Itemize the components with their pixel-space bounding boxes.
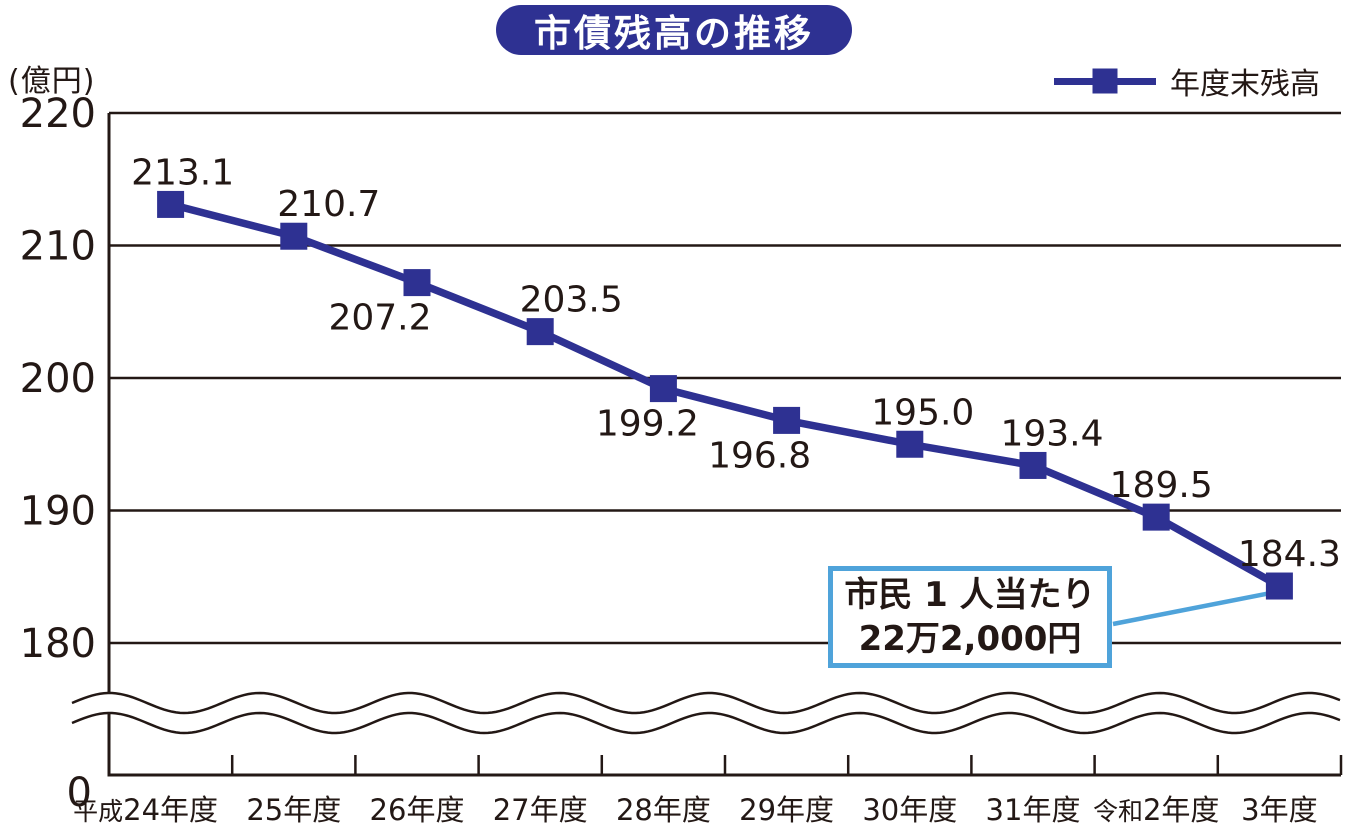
data-point-label: 193.4 (1000, 413, 1103, 454)
data-point-marker (896, 430, 924, 458)
y-tick-label: 210 (20, 224, 96, 270)
legend-label: 年度末残高 (1170, 67, 1320, 102)
x-category-label: 27年度 (493, 793, 588, 827)
data-point-marker (1265, 572, 1293, 600)
legend-square-icon (1092, 68, 1118, 94)
data-point-marker (157, 190, 185, 218)
data-point-label: 184.3 (1238, 534, 1341, 575)
y-axis-unit-label: (億円) (8, 64, 96, 99)
data-point-marker (403, 269, 431, 297)
x-category-label: 28年度 (616, 793, 711, 827)
axis-break-wave-bottom (71, 711, 1341, 735)
data-point-label: 199.2 (596, 404, 699, 445)
data-point-label: 207.2 (328, 298, 431, 339)
axis-break-wave-top (71, 691, 1341, 715)
data-point-label: 213.1 (131, 152, 234, 193)
x-category-label: 25年度 (246, 793, 341, 827)
series-line (166, 200, 1284, 590)
data-point-label: 195.0 (871, 392, 974, 433)
per-citizen-callout: 市民 1 人当たり 22万2,000円 (828, 566, 1112, 668)
x-category-label: 29年度 (739, 793, 834, 827)
y-tick-label: 200 (20, 356, 96, 402)
data-point-label: 203.5 (520, 280, 623, 321)
x-category-label: 26年度 (370, 793, 465, 827)
data-point-marker (280, 222, 308, 250)
x-category-label: 令和2年度 (1093, 793, 1219, 827)
data-point-label: 189.5 (1110, 465, 1213, 506)
chart-title-pill: 市債残高の推移 (496, 5, 852, 55)
data-point-marker (1142, 503, 1170, 531)
y-tick-label: 180 (20, 621, 96, 667)
data-point-marker (773, 406, 801, 434)
data-point-marker (526, 318, 554, 346)
callout-connector-line (1112, 590, 1271, 627)
callout-line-2: 22万2,000円 (858, 619, 1082, 659)
x-category-label: 31年度 (986, 793, 1081, 827)
y-tick-label: 220 (20, 91, 96, 137)
legend-line-marker-icon (1054, 68, 1156, 94)
x-category-label: 30年度 (862, 793, 957, 827)
y-tick-label: 190 (20, 489, 96, 535)
chart-title: 市債残高の推移 (534, 12, 814, 55)
legend: 年度末残高 (1054, 60, 1320, 102)
y-origin-label: 0 (67, 770, 92, 816)
data-point-label: 196.8 (708, 435, 811, 476)
data-point-label: 210.7 (277, 184, 380, 225)
callout-line-1: 市民 1 人当たり (844, 575, 1096, 615)
data-point-marker (1019, 451, 1047, 479)
x-category-label: 平成24年度 (73, 793, 218, 827)
data-point-marker (649, 375, 677, 403)
x-category-label: 3年度 (1241, 793, 1317, 827)
